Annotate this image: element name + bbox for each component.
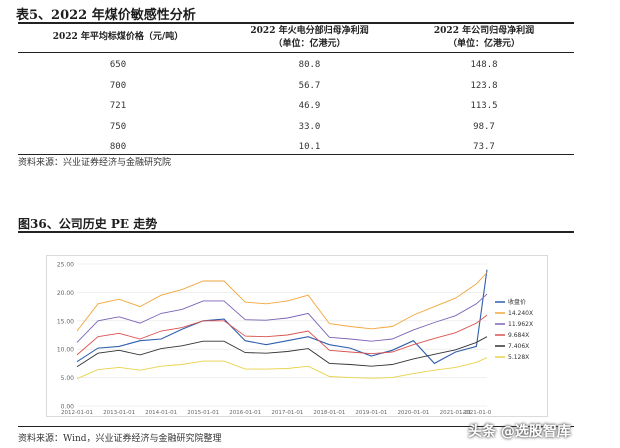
table-cell: 113.5 — [470, 101, 498, 111]
series-line — [76, 357, 488, 380]
table-cell: 33.0 — [298, 122, 321, 132]
series-line — [76, 336, 488, 368]
pe-chart: 0.00 5.00 10.00 15.00 20.00 25.00 2012-01-01 20… — [46, 255, 548, 417]
x-tick-label: 2013-01-01 — [103, 410, 135, 416]
table-source: 资料来源：兴业证券经济与金融研究院 — [18, 158, 172, 168]
table-cell: 46.9 — [298, 101, 321, 111]
table-cell: 148.8 — [470, 60, 498, 70]
table-header-company-profit-unit: （单位：亿港元） — [447, 39, 520, 49]
table-cell: 56.7 — [298, 81, 321, 91]
table-header-thermal-profit-label: 2022 年火电分部归母净利润 — [250, 26, 369, 36]
x-tick-label: 2014-01-01 — [145, 410, 177, 416]
figure-top-rule — [18, 231, 574, 233]
table-cell: 650 — [109, 60, 127, 70]
x-tick-label: 2021-01-01 — [440, 410, 472, 416]
table-cell: 123.8 — [470, 81, 498, 91]
legend-label: 5.128X — [508, 354, 529, 361]
y-tick-label: 0.00 — [61, 404, 75, 411]
x-tick-label: 2020-01-01 — [397, 410, 429, 416]
table-header-company-profit: 2022 年公司归母净利润 （单位：亿港元） — [398, 25, 570, 51]
table-bottom-rule — [18, 154, 574, 155]
figure-source: 资料来源：Wind，兴业证券经济与金融研究院整理 — [18, 434, 222, 444]
x-tick-label: 2017-01-01 — [271, 410, 303, 416]
table-cell: 73.7 — [473, 142, 495, 152]
series-line — [76, 314, 488, 356]
y-tick-label: 20.00 — [57, 290, 74, 297]
table-header-coal-price: 2022 年平均标煤价格（元/吨） — [52, 32, 184, 42]
table-cell: 10.1 — [298, 142, 321, 152]
table-header-thermal-profit-unit: （单位：亿港元） — [273, 39, 346, 49]
series-line — [76, 293, 488, 343]
x-tick-label: 2019-01-01 — [355, 410, 387, 416]
figure-title: 图36、公司历史 PE 走势 — [18, 217, 158, 231]
x-tick-label: 2018-01-01 — [313, 410, 345, 416]
y-tick-label: 25.00 — [57, 262, 74, 269]
table-cell: 98.7 — [473, 122, 495, 132]
table-title: 表5、2022 年煤价敏感性分析 — [16, 8, 196, 23]
table-cell: 700 — [109, 81, 127, 91]
x-tick-label: 2016-01-01 — [229, 410, 261, 416]
table-header-rule — [18, 52, 574, 53]
figure-bottom-rule — [18, 426, 574, 427]
x-tick-label: 2015-01-01 — [187, 410, 219, 416]
legend-label: 11.962X — [508, 321, 533, 328]
table-cell: 750 — [109, 122, 127, 132]
pe-chart-svg: 0.00 5.00 10.00 15.00 20.00 25.00 2012-01-01 20… — [57, 262, 533, 417]
legend-label: 14.240X — [508, 310, 533, 317]
table-header-company-profit-label: 2022 年公司归母净利润 — [433, 26, 535, 36]
table-cell: 80.8 — [298, 60, 321, 70]
legend-label: 7.406X — [508, 343, 529, 350]
x-tick-label: 2021-01-0 — [463, 410, 492, 416]
legend-label: 收盘价 — [508, 298, 526, 306]
table-header-thermal-profit: 2022 年火电分部归母净利润 （单位：亿港元） — [222, 25, 397, 51]
table-cell: 721 — [109, 101, 127, 111]
table-top-rule — [18, 22, 574, 24]
y-tick-label: 15.00 — [57, 318, 74, 325]
series-line — [76, 272, 488, 332]
legend-label: 9.684X — [508, 332, 529, 339]
y-tick-label: 10.00 — [57, 347, 74, 354]
watermark: 头条 @选股智库 — [468, 424, 571, 440]
y-tick-label: 5.00 — [61, 375, 75, 382]
x-tick-label: 2012-01-01 — [61, 410, 93, 416]
table-cell: 800 — [109, 142, 127, 152]
